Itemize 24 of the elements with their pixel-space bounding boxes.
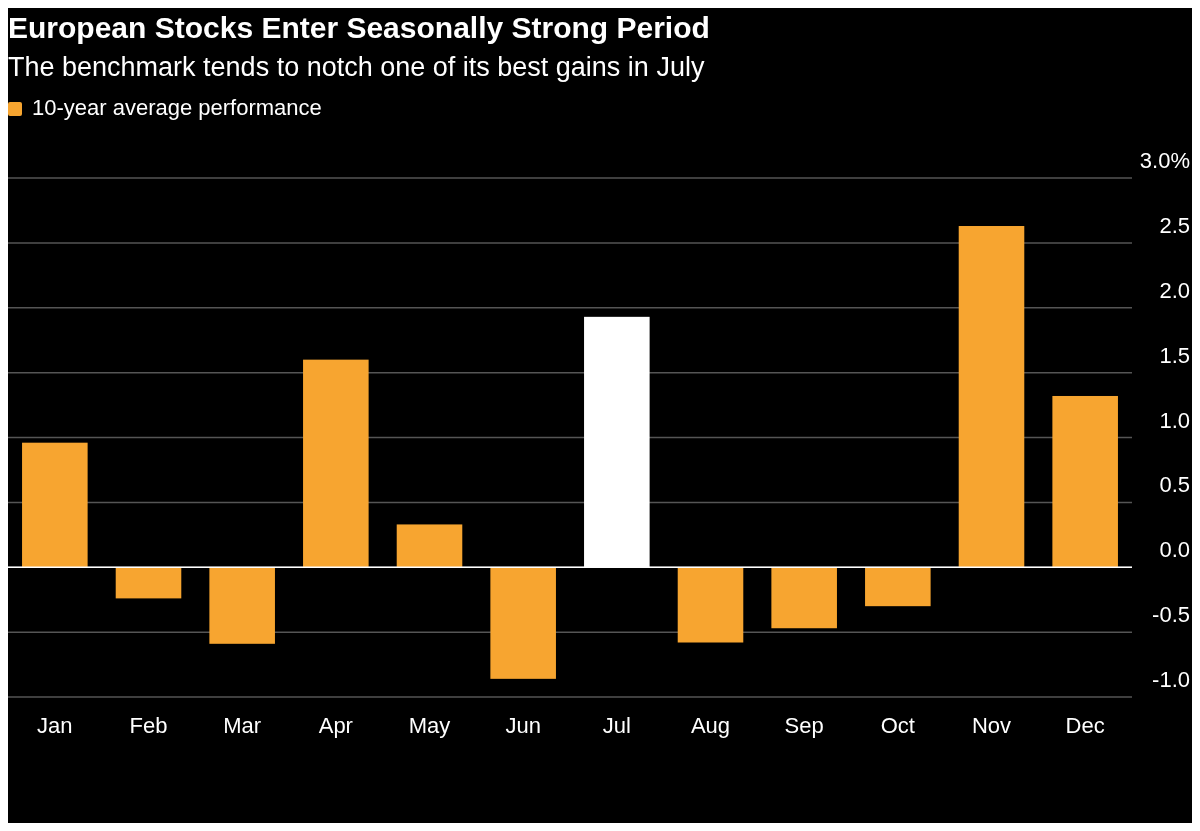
x-tick-label: May bbox=[408, 713, 451, 738]
x-tick-label: Feb bbox=[129, 713, 168, 738]
y-tick-label: 2.5 bbox=[1159, 212, 1190, 238]
y-tick-label: 0.0 bbox=[1159, 537, 1190, 563]
y-tick-label: 1.0 bbox=[1159, 407, 1190, 433]
y-tick-label: -1.0 bbox=[1152, 667, 1190, 692]
x-tick-label: Dec bbox=[1065, 713, 1105, 738]
chart-subtitle: The benchmark tends to notch one of its best gains in July bbox=[8, 52, 705, 82]
x-tick-label: Jun bbox=[505, 713, 541, 738]
x-tick-label: Nov bbox=[971, 713, 1012, 738]
y-tick-label: 1.5 bbox=[1159, 342, 1190, 368]
legend-label: 10-year average performance bbox=[32, 95, 322, 120]
x-tick-label: Jan bbox=[37, 713, 73, 738]
y-tick-label: -0.5 bbox=[1152, 602, 1190, 628]
x-tick-label: Mar bbox=[223, 713, 262, 738]
x-tick-label: Aug bbox=[690, 713, 731, 738]
x-tick-label: Oct bbox=[880, 713, 915, 738]
y-tick-label: 0.5 bbox=[1159, 472, 1190, 498]
x-tick-label: Sep bbox=[784, 713, 824, 738]
y-tick-label: 3.0% bbox=[1139, 148, 1190, 173]
y-tick-label: 2.0 bbox=[1159, 277, 1190, 303]
x-tick-label: Jul bbox=[602, 713, 631, 738]
chart-title: European Stocks Enter Seasonally Strong Period bbox=[8, 11, 710, 44]
x-tick-label: Apr bbox=[318, 713, 353, 738]
